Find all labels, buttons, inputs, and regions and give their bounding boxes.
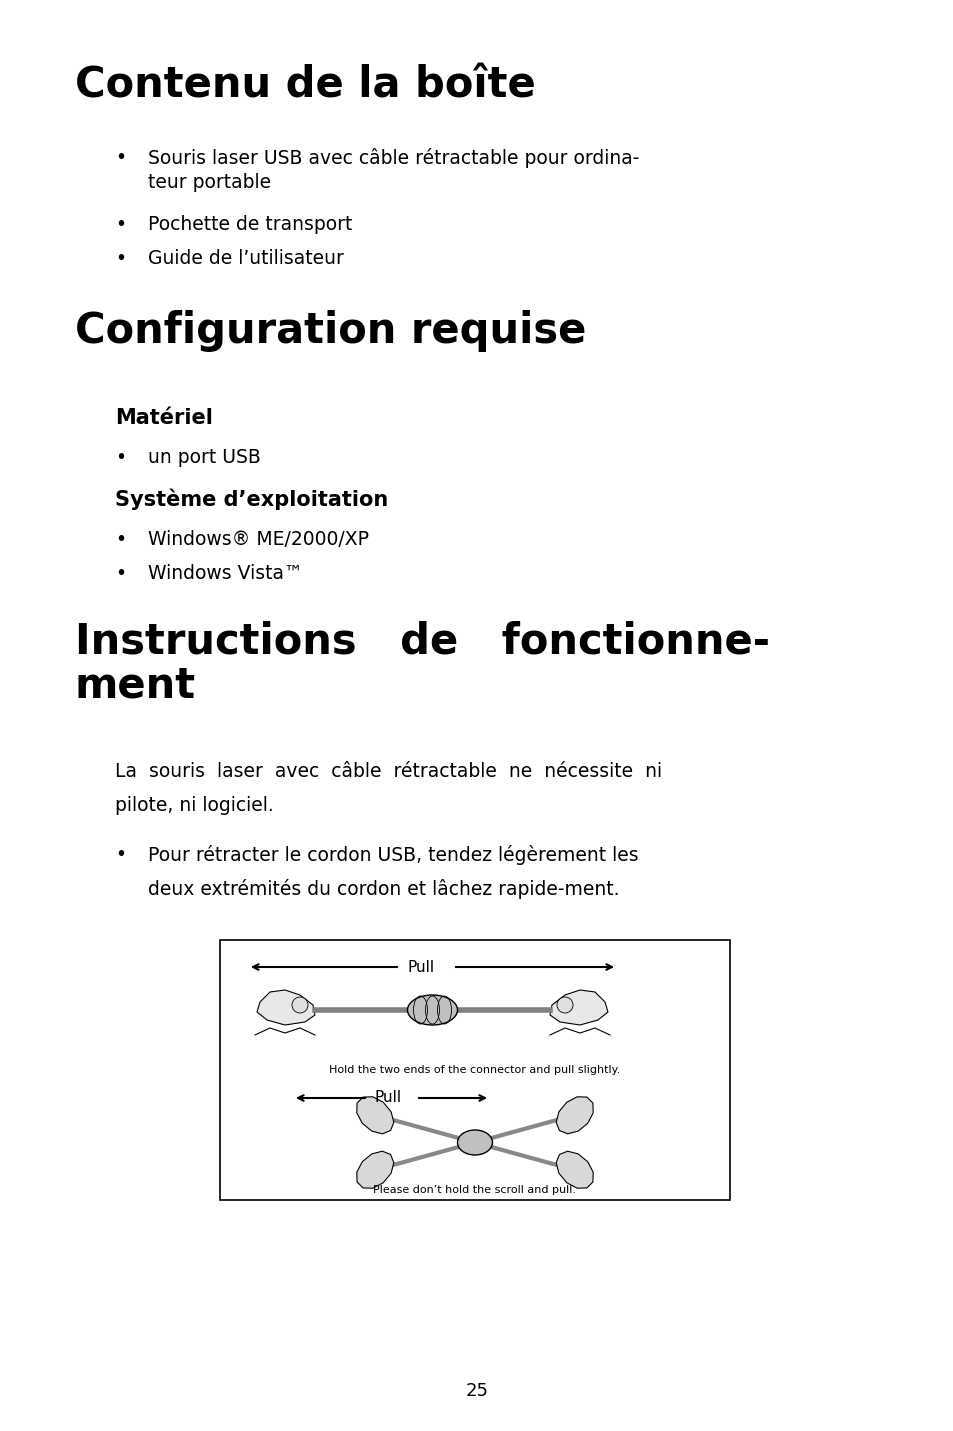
Text: •: • [115, 529, 126, 550]
Polygon shape [356, 1151, 394, 1188]
Polygon shape [256, 990, 314, 1025]
Circle shape [292, 997, 308, 1013]
Text: Pochette de transport: Pochette de transport [148, 215, 352, 235]
Text: •: • [115, 249, 126, 268]
Polygon shape [550, 990, 607, 1025]
Polygon shape [356, 1096, 394, 1133]
Text: •: • [115, 844, 126, 864]
Text: Instructions   de   fonctionne-: Instructions de fonctionne- [75, 620, 769, 663]
Text: Configuration requise: Configuration requise [75, 311, 586, 352]
Text: deux extrémités du cordon et lâchez rapide-ment.: deux extrémités du cordon et lâchez rapi… [148, 879, 618, 899]
Polygon shape [556, 1096, 593, 1133]
Text: Pull: Pull [374, 1090, 401, 1106]
Text: •: • [115, 147, 126, 167]
Text: Windows® ME/2000/XP: Windows® ME/2000/XP [148, 529, 369, 550]
Text: La  souris  laser  avec  câble  rétractable  ne  nécessite  ni: La souris laser avec câble rétractable n… [115, 761, 661, 781]
Text: ment: ment [75, 665, 196, 707]
Text: Please don’t hold the scroll and pull.: Please don’t hold the scroll and pull. [374, 1185, 576, 1195]
Text: 25: 25 [465, 1382, 488, 1400]
Ellipse shape [407, 995, 457, 1025]
Text: Matériel: Matériel [115, 408, 213, 428]
Text: Hold the two ends of the connector and pull slightly.: Hold the two ends of the connector and p… [329, 1065, 620, 1075]
Text: Contenu de la boîte: Contenu de la boîte [75, 64, 536, 107]
Text: Windows Vista™: Windows Vista™ [148, 564, 302, 582]
Text: Pour rétracter le cordon USB, tendez légèrement les: Pour rétracter le cordon USB, tendez lég… [148, 844, 638, 864]
Text: Souris laser USB avec câble rétractable pour ordina-
teur portable: Souris laser USB avec câble rétractable … [148, 147, 639, 192]
Text: •: • [115, 448, 126, 467]
Bar [220, 940, 729, 1201]
Polygon shape [556, 1151, 593, 1188]
Text: •: • [115, 564, 126, 582]
Text: pilote, ni logiciel.: pilote, ni logiciel. [115, 796, 274, 816]
Ellipse shape [457, 1130, 492, 1155]
Text: Pull: Pull [407, 960, 435, 975]
Text: Guide de l’utilisateur: Guide de l’utilisateur [148, 249, 343, 268]
Text: Système d’exploitation: Système d’exploitation [115, 488, 388, 509]
Text: un port USB: un port USB [148, 448, 260, 467]
Text: •: • [115, 215, 126, 235]
Circle shape [557, 997, 573, 1013]
